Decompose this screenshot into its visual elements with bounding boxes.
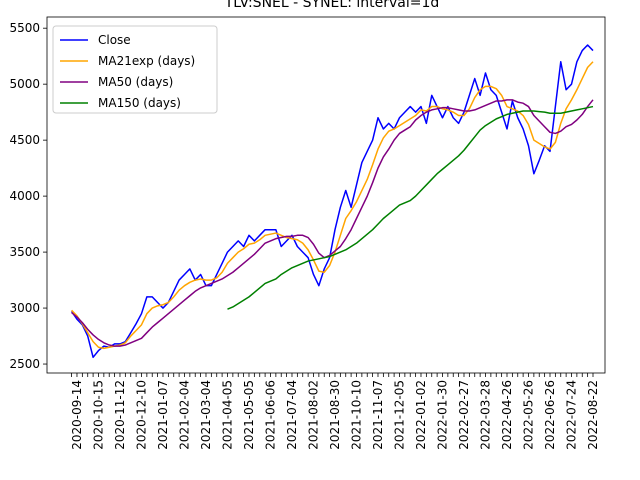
x-tick-label: 2021-10-10 [349, 380, 363, 450]
y-tick-label: 3500 [9, 245, 40, 259]
y-tick-label: 4500 [9, 133, 40, 147]
x-tick-label: 2021-05-05 [242, 380, 256, 450]
x-tick-label: 2021-08-02 [306, 380, 320, 450]
x-tick-label: 2021-07-04 [285, 380, 299, 450]
y-tick-label: 3000 [9, 301, 40, 315]
x-tick-label: 2020-12-10 [134, 380, 148, 450]
x-tick-label: 2021-01-07 [156, 380, 170, 450]
x-tick-label: 2022-04-26 [500, 380, 514, 450]
y-tick-label: 4000 [9, 189, 40, 203]
x-tick-label: 2022-07-24 [564, 380, 578, 450]
axes-frame [46, 16, 606, 374]
x-tick-label: 2022-08-22 [586, 380, 600, 450]
x-tick-label: 2021-02-04 [177, 380, 191, 450]
x-tick-label: 2022-01-02 [414, 380, 428, 450]
x-tick-label: 2022-01-30 [435, 380, 449, 450]
legend-label: MA21exp (days) [98, 54, 195, 68]
series-line [227, 105, 594, 310]
x-tick-label: 2021-08-30 [328, 380, 342, 450]
x-tick-label: 2021-12-05 [392, 380, 406, 450]
series-line [70, 44, 594, 359]
legend-label: MA50 (days) [98, 75, 173, 89]
legend-label: MA150 (days) [98, 96, 181, 110]
x-tick-label: 2022-03-28 [478, 380, 492, 450]
series-line [71, 61, 594, 350]
x-tick-label: 2021-03-04 [199, 380, 213, 450]
series-line [71, 99, 594, 347]
x-tick-label: 2022-05-26 [521, 380, 535, 450]
x-tick-label: 2020-11-12 [113, 380, 127, 450]
y-tick-label: 2500 [9, 357, 40, 371]
x-tick-label: 2021-06-06 [263, 380, 277, 450]
y-tick-label: 5500 [9, 21, 40, 35]
chart-title: TLV:SNEL - SYNEL: interval=1d [224, 0, 440, 11]
legend-box [52, 25, 218, 114]
x-tick-label: 2022-06-26 [543, 380, 557, 450]
legend-label: Close [98, 33, 131, 47]
y-tick-label: 5000 [9, 77, 40, 91]
x-tick-label: 2020-10-15 [91, 380, 105, 450]
x-tick-label: 2021-04-05 [220, 380, 234, 450]
x-tick-label: 2020-09-14 [70, 380, 84, 450]
x-tick-label: 2022-02-27 [457, 380, 471, 450]
x-tick-label: 2021-11-07 [371, 380, 385, 450]
